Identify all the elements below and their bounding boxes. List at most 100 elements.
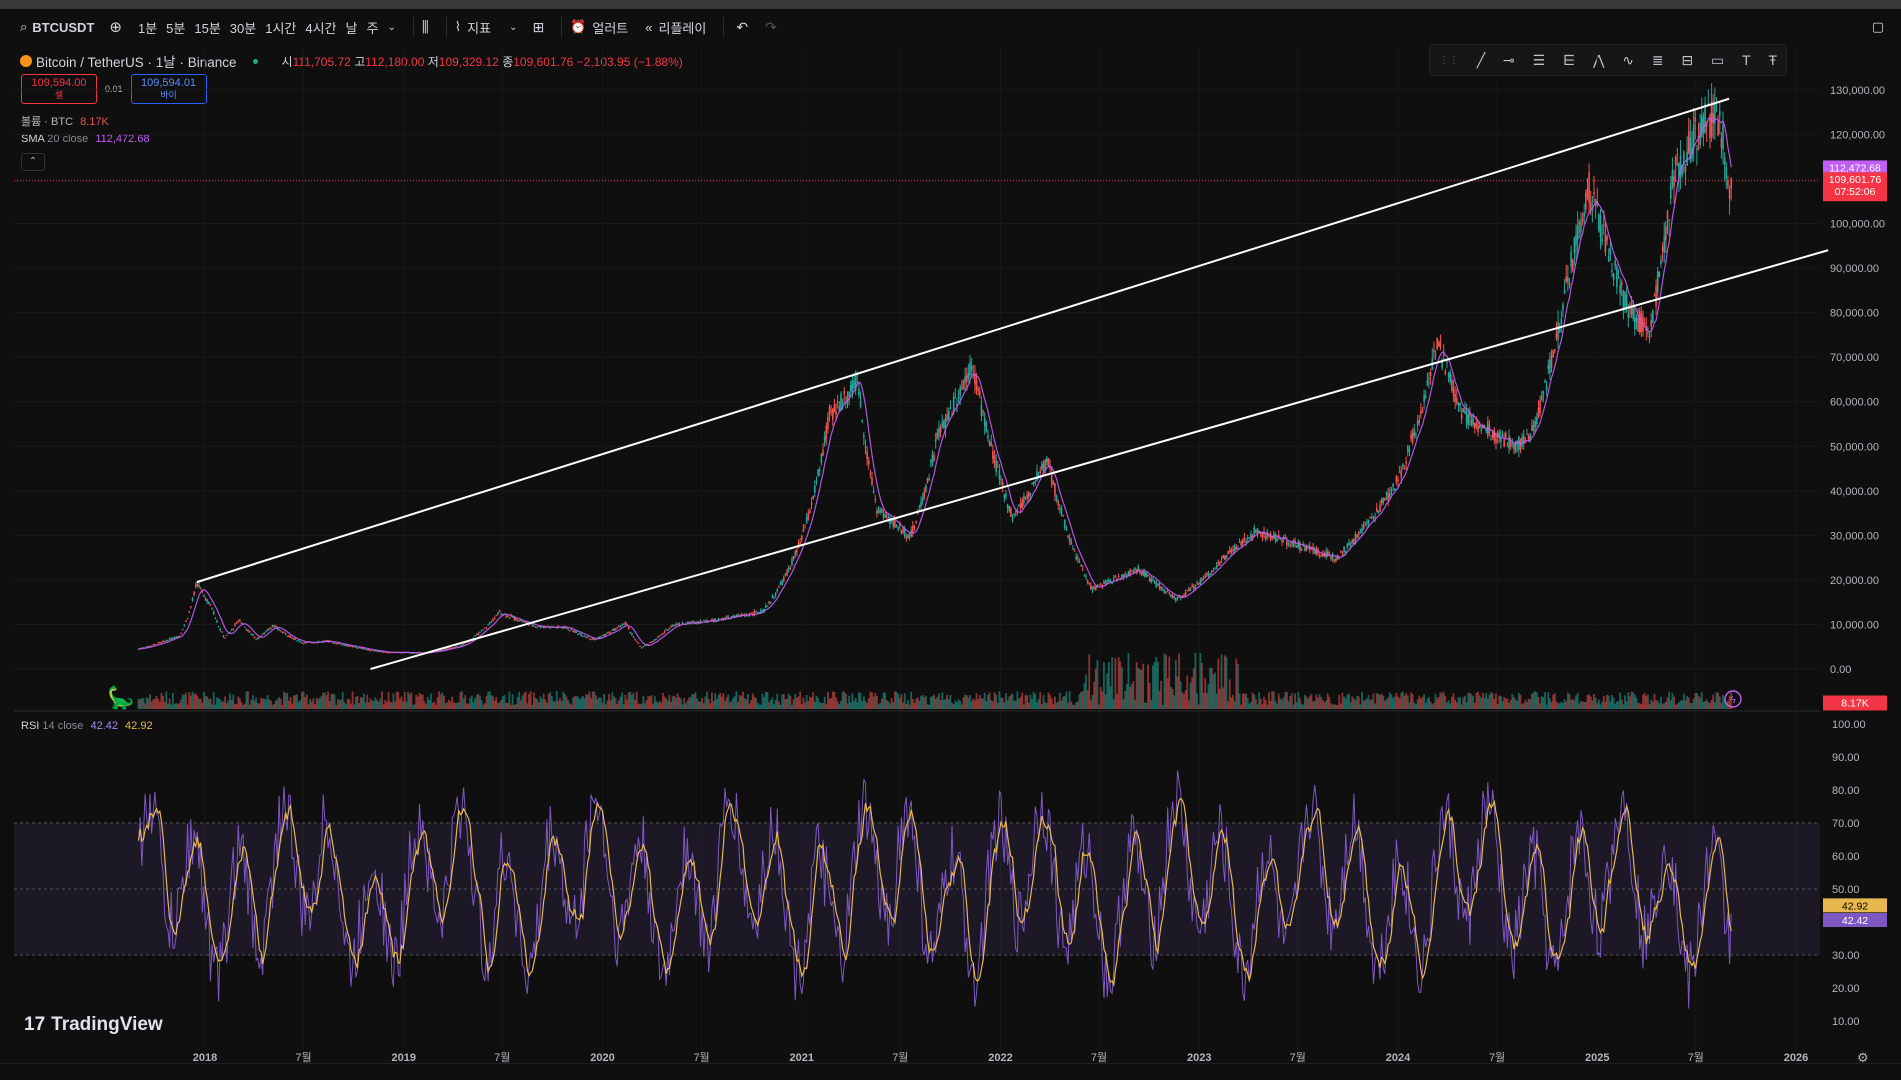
volume-bar xyxy=(1179,681,1182,709)
replay-button[interactable]: « 리플레이 xyxy=(645,18,706,37)
volume-bar xyxy=(1251,692,1254,709)
volume-bar xyxy=(815,695,818,709)
candle-body xyxy=(1413,429,1416,436)
candle-body xyxy=(410,652,413,654)
parallel-channel-icon[interactable]: ☰ xyxy=(1532,51,1546,68)
drag-handle-icon[interactable]: ⋮⋮ xyxy=(1438,54,1459,66)
candle-body xyxy=(1044,459,1046,469)
add-compare-icon[interactable]: ⊕ xyxy=(109,19,122,36)
interval-30m[interactable]: 30분 xyxy=(229,20,257,36)
volume-bar xyxy=(204,695,207,709)
candle-body xyxy=(941,421,944,426)
rsi-legend[interactable]: RSI 14 close 42.42 42.92 xyxy=(21,720,153,732)
interval-day[interactable]: 날 xyxy=(345,20,358,36)
volume-bar xyxy=(715,699,718,709)
candle-body xyxy=(1096,585,1099,588)
interval-1h[interactable]: 1시간 xyxy=(265,20,297,36)
candle-body xyxy=(554,626,556,628)
candle-body xyxy=(1500,437,1502,442)
volume-bar xyxy=(1673,696,1675,709)
xabcd-pattern-icon[interactable]: ⋀ xyxy=(1592,51,1605,68)
horizontal-ray-icon[interactable]: ⊸ xyxy=(1503,51,1515,68)
candle-body xyxy=(154,643,156,645)
interval-15m[interactable]: 15분 xyxy=(194,20,221,36)
price-label-icon[interactable]: Ŧ xyxy=(1768,52,1777,68)
symbol-search[interactable]: ⌕ BTCUSDT xyxy=(20,19,94,35)
candle-body xyxy=(794,551,797,555)
volume-bar xyxy=(183,694,186,709)
interval-dropdown-chevron-down-icon[interactable]: ⌄ xyxy=(387,21,396,33)
fullscreen-icon[interactable]: ▢ xyxy=(1871,19,1884,34)
candle-body xyxy=(1602,224,1605,226)
collapse-legend-chevron-up-icon[interactable]: ⌃ xyxy=(21,153,45,171)
candle-body xyxy=(1645,325,1648,332)
interval-5m[interactable]: 5분 xyxy=(166,20,186,36)
sma-legend[interactable]: SMA 20 close 112,472.68 xyxy=(21,133,150,145)
candle-body xyxy=(673,624,676,626)
candle-body xyxy=(539,626,542,628)
fib-channel-icon[interactable]: ⊟ xyxy=(1681,51,1694,68)
candle-body xyxy=(474,635,476,637)
series-title[interactable]: Bitcoin / TetherUS · 1날 · Binance xyxy=(36,55,237,70)
trade-panel: 109,594.00 셀 0.01 109,594.01 바이 xyxy=(21,74,207,104)
volume-bar xyxy=(567,700,570,709)
volume-bar xyxy=(350,703,352,709)
volume-bar xyxy=(1460,704,1463,709)
candle-body xyxy=(1692,124,1695,147)
candle-body xyxy=(170,638,173,640)
fib-retracement-icon[interactable]: ≣ xyxy=(1651,51,1664,68)
candle-body xyxy=(802,528,805,532)
candle-body xyxy=(1302,543,1305,546)
volume-bar xyxy=(292,695,295,709)
volume-bar xyxy=(962,697,965,709)
rsi-tick-label: 40.00 xyxy=(1832,917,1860,929)
volume-bar xyxy=(1397,696,1399,709)
volume-bar xyxy=(1215,693,1218,709)
buy-price: 109,594.01 xyxy=(141,77,197,89)
volume-bar xyxy=(838,703,841,709)
buy-button[interactable]: 109,594.01 바이 xyxy=(130,74,207,104)
candle-body xyxy=(582,635,584,637)
volume-bar xyxy=(701,697,704,709)
candle-body xyxy=(1485,428,1487,432)
candle-body xyxy=(1490,439,1492,441)
tradingview-logo[interactable]: 17 TradingView xyxy=(24,1014,163,1036)
interval-4h[interactable]: 4시간 xyxy=(305,20,337,36)
candle-body xyxy=(371,649,373,651)
candle-body xyxy=(328,640,331,642)
indicators-button[interactable]: ⌇ 지표 ⌄ xyxy=(455,18,518,37)
volume-bar xyxy=(1308,696,1311,709)
elliott-wave-icon[interactable]: ∿ xyxy=(1622,51,1635,68)
candle-body xyxy=(1279,539,1282,541)
candle-body xyxy=(1511,441,1514,443)
volume-bar xyxy=(923,697,926,709)
trend-line-icon[interactable]: ╱ xyxy=(1476,51,1486,68)
volume-bar xyxy=(1702,701,1705,709)
volume-bar xyxy=(1290,693,1293,709)
candle-body xyxy=(882,513,885,518)
undo-icon[interactable]: ↶ xyxy=(736,18,749,35)
volume-legend[interactable]: 볼륨 · BTC 8.17K xyxy=(21,113,109,129)
text-tool-icon[interactable]: T xyxy=(1742,52,1751,68)
candle-body xyxy=(1175,597,1177,601)
sell-button[interactable]: 109,594.00 셀 xyxy=(21,74,97,104)
volume-bar xyxy=(573,696,576,709)
volume-bar xyxy=(614,698,617,709)
layout-templates-icon[interactable]: ⊞ xyxy=(532,18,545,35)
candle-body xyxy=(1696,148,1698,150)
volume-bar xyxy=(353,704,356,709)
volume-bar xyxy=(1156,661,1159,709)
pitchfork-icon[interactable]: ⋿ xyxy=(1562,51,1576,68)
candle-body xyxy=(1470,420,1473,426)
redo-icon[interactable]: ↷ xyxy=(765,18,777,35)
volume-bar xyxy=(748,703,751,709)
volume-bar xyxy=(1584,702,1587,709)
rectangle-icon[interactable]: ▭ xyxy=(1710,51,1725,68)
alert-button[interactable]: ⏰ 얼러트 xyxy=(570,18,628,37)
interval-week[interactable]: 주 xyxy=(366,20,379,36)
volume-bar xyxy=(452,702,455,709)
candle-type-icon[interactable]: ⫼ xyxy=(421,18,429,36)
candle-body xyxy=(372,650,375,652)
interval-1m[interactable]: 1분 xyxy=(137,20,158,36)
